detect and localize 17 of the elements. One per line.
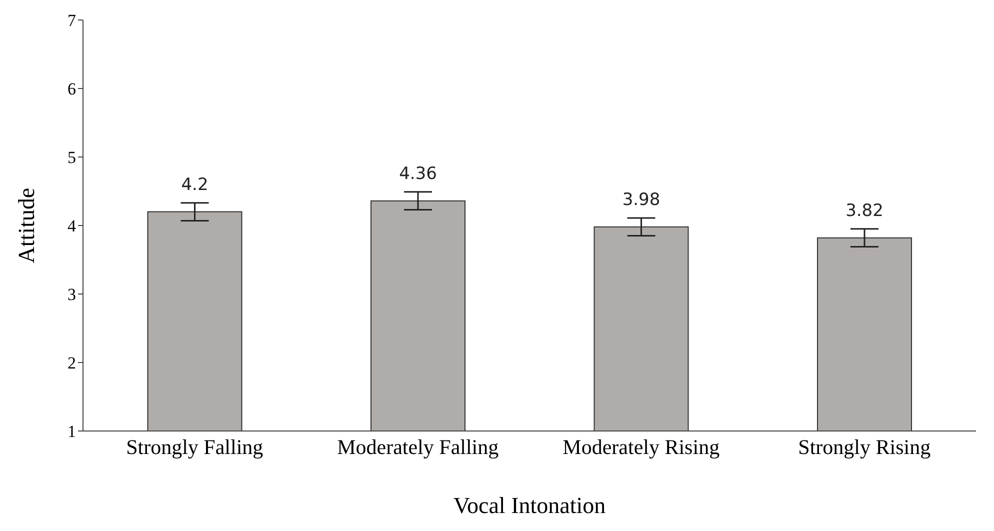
x-tick-label: Moderately Falling [337, 434, 500, 459]
y-tick-label: 3 [68, 285, 76, 304]
x-tick-label: Moderately Rising [562, 434, 720, 459]
x-axis-title: Vocal Intonation [453, 493, 606, 518]
y-tick-label: 6 [68, 80, 76, 99]
data-label: 3.82 [846, 200, 884, 221]
y-tick-label: 4 [68, 216, 76, 236]
y-tick-label: 1 [68, 422, 76, 442]
y-tick-label: 2 [68, 354, 76, 373]
x-tick-label: Strongly Rising [798, 434, 932, 459]
data-label: 3.98 [622, 190, 660, 210]
y-axis-title: Attitude [14, 188, 40, 264]
data-label: 4.2 [181, 174, 208, 195]
y-tick-label: 5 [68, 148, 76, 168]
y-tick-label: 7 [68, 11, 76, 30]
x-tick-label: Strongly Falling [126, 434, 264, 459]
data-label: 4.36 [399, 164, 437, 184]
